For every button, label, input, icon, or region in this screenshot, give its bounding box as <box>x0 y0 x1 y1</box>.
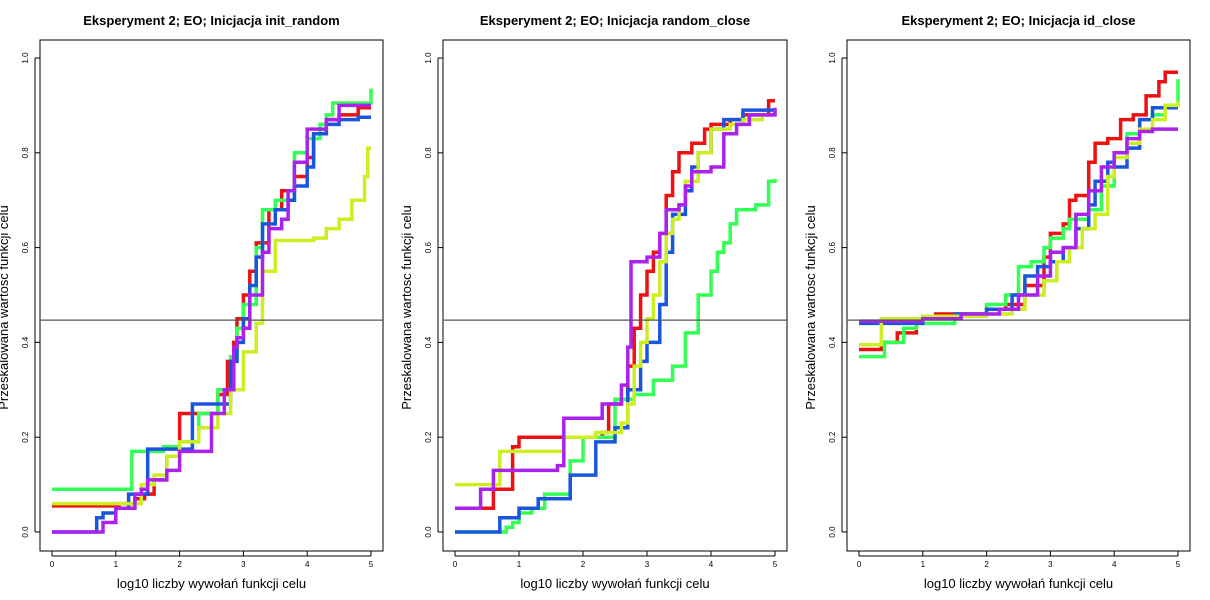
y-axis-label: Przeskalowana wartosc funkcji celu <box>0 205 11 409</box>
x-tick-label: 4 <box>709 560 714 569</box>
series-line-5 <box>859 127 1178 323</box>
x-axis-label: log10 liczby wywołań funkcji celu <box>924 576 1113 591</box>
x-axis-label: log10 liczby wywołań funkcji celu <box>117 576 306 591</box>
x-tick-label: 5 <box>773 560 778 569</box>
x-tick-label: 1 <box>921 560 926 569</box>
plot-frame <box>846 39 1191 552</box>
y-tick-label: 0.4 <box>424 336 433 348</box>
x-tick-label: 0 <box>857 560 862 569</box>
y-tick-label: 0.8 <box>828 147 837 159</box>
x-tick-label: 5 <box>1176 560 1181 569</box>
x-tick-label: 0 <box>453 560 458 569</box>
series-line-5 <box>52 103 371 534</box>
x-tick-label: 5 <box>369 560 374 569</box>
x-axis-label: log10 liczby wywołań funkcji celu <box>520 576 709 591</box>
x-tick-label: 2 <box>177 560 182 569</box>
y-axis-label: Przeskalowana wartosc funkcji celu <box>399 205 414 409</box>
plot-frame <box>39 39 384 552</box>
y-tick-label: 0.6 <box>21 241 30 253</box>
x-tick-label: 3 <box>645 560 650 569</box>
series-line-5 <box>455 107 777 511</box>
y-tick-label: 0.2 <box>828 431 837 443</box>
x-tick-label: 1 <box>114 560 119 569</box>
y-axis-label: Przeskalowana wartosc funkcji celu <box>803 205 818 409</box>
y-tick-label: 0.0 <box>424 526 433 538</box>
y-tick-label: 0.8 <box>424 147 433 159</box>
x-tick-label: 4 <box>1112 560 1117 569</box>
y-tick-label: 0.0 <box>828 526 837 538</box>
plot-frame <box>442 39 788 552</box>
y-tick-label: 0.2 <box>424 431 433 443</box>
chart-title: Eksperyment 2; EO; Inicjacja init_random <box>83 13 339 28</box>
series-line-2 <box>455 178 777 534</box>
y-tick-label: 0.8 <box>21 147 30 159</box>
chart-title: Eksperyment 2; EO; Inicjacja random_clos… <box>480 13 750 28</box>
x-tick-label: 0 <box>50 560 55 569</box>
series-line-1 <box>455 98 775 511</box>
y-tick-label: 1.0 <box>21 52 30 64</box>
chart-title: Eksperyment 2; EO; Inicjacja id_close <box>901 13 1135 28</box>
y-tick-label: 0.0 <box>21 526 30 538</box>
series-line-4 <box>455 110 777 487</box>
x-tick-label: 4 <box>305 560 310 569</box>
chart-panel-3: Eksperyment 2; EO; Inicjacja id_close 0 1 2… <box>803 13 1191 591</box>
x-tick-label: 3 <box>241 560 246 569</box>
x-tick-label: 2 <box>581 560 586 569</box>
chart-panel-1: Eksperyment 2; EO; Inicjacja init_random… <box>0 13 384 591</box>
series-line-3 <box>52 115 371 534</box>
y-tick-label: 0.6 <box>424 241 433 253</box>
x-tick-label: 1 <box>517 560 522 569</box>
x-tick-label: 2 <box>984 560 989 569</box>
y-tick-label: 0.4 <box>828 336 837 348</box>
y-tick-label: 0.2 <box>21 431 30 443</box>
y-tick-label: 0.4 <box>21 336 30 348</box>
y-tick-label: 1.0 <box>424 52 433 64</box>
y-tick-label: 0.6 <box>828 241 837 253</box>
chart-panel-2: Eksperyment 2; EO; Inicjacja random_clos… <box>399 13 788 591</box>
y-tick-label: 1.0 <box>828 52 837 64</box>
x-tick-label: 3 <box>1048 560 1053 569</box>
